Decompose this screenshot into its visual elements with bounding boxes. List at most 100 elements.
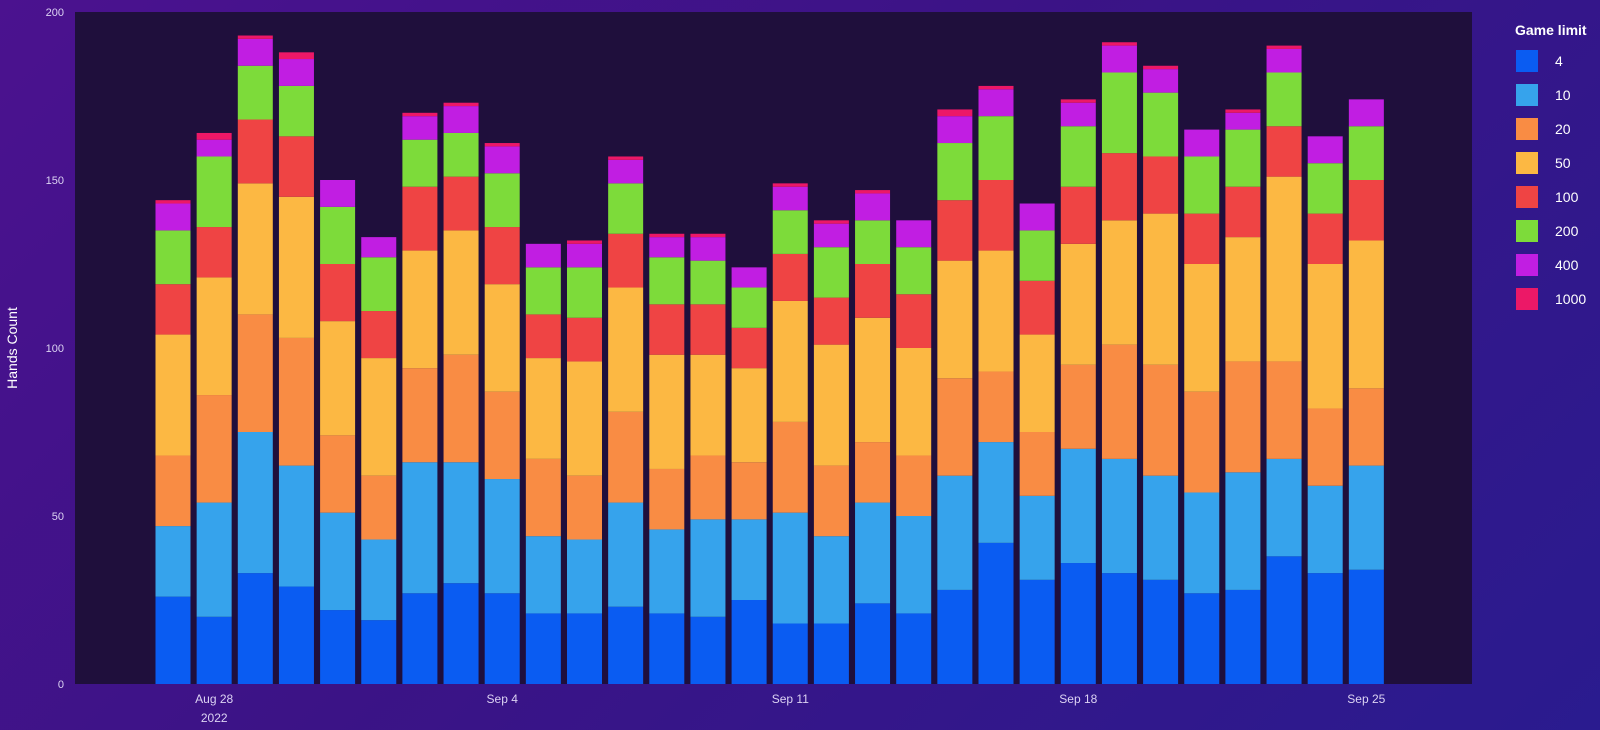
bar-segment-2-5[interactable] bbox=[237, 65, 273, 120]
bar-segment-22-4[interactable] bbox=[1060, 186, 1096, 244]
bar-segment-22-7[interactable] bbox=[1060, 99, 1096, 103]
bar-segment-23-1[interactable] bbox=[1101, 458, 1137, 574]
bar-segment-4-5[interactable] bbox=[320, 206, 356, 264]
legend-swatch[interactable] bbox=[1516, 186, 1538, 208]
bar-segment-7-2[interactable] bbox=[443, 354, 479, 463]
bar-segment-20-2[interactable] bbox=[978, 371, 1014, 443]
bar-segment-4-6[interactable] bbox=[320, 180, 356, 207]
bar-segment-12-6[interactable] bbox=[649, 237, 685, 258]
bar-segment-0-2[interactable] bbox=[155, 455, 191, 527]
bar-segment-15-1[interactable] bbox=[772, 512, 808, 624]
bar-segment-26-6[interactable] bbox=[1225, 112, 1261, 130]
bar-segment-6-5[interactable] bbox=[402, 139, 438, 187]
bar-segment-11-6[interactable] bbox=[608, 159, 644, 184]
bar-segment-6-1[interactable] bbox=[402, 462, 438, 594]
bar-segment-27-2[interactable] bbox=[1266, 361, 1302, 459]
bar-segment-13-2[interactable] bbox=[690, 455, 726, 520]
bar-segment-12-0[interactable] bbox=[649, 613, 685, 684]
bar-segment-19-3[interactable] bbox=[937, 260, 973, 379]
bar-segment-14-0[interactable] bbox=[731, 600, 767, 684]
bar-segment-4-3[interactable] bbox=[320, 321, 356, 436]
bar-segment-27-5[interactable] bbox=[1266, 72, 1302, 127]
bar-segment-14-3[interactable] bbox=[731, 368, 767, 463]
bar-segment-26-3[interactable] bbox=[1225, 237, 1261, 362]
bar-segment-1-5[interactable] bbox=[196, 156, 232, 228]
bar-segment-2-7[interactable] bbox=[237, 35, 273, 39]
bar-segment-26-4[interactable] bbox=[1225, 186, 1261, 238]
bar-segment-21-6[interactable] bbox=[1019, 203, 1055, 231]
bar-segment-13-5[interactable] bbox=[690, 260, 726, 305]
bar-segment-14-4[interactable] bbox=[731, 327, 767, 369]
bar-segment-22-5[interactable] bbox=[1060, 126, 1096, 187]
bar-segment-29-1[interactable] bbox=[1348, 465, 1384, 570]
bar-segment-24-6[interactable] bbox=[1143, 69, 1179, 93]
bar-segment-25-3[interactable] bbox=[1184, 264, 1220, 392]
bar-segment-17-4[interactable] bbox=[855, 264, 891, 318]
bar-segment-11-5[interactable] bbox=[608, 183, 644, 234]
bar-segment-27-0[interactable] bbox=[1266, 556, 1302, 684]
bar-segment-14-6[interactable] bbox=[731, 267, 767, 288]
bar-segment-4-2[interactable] bbox=[320, 435, 356, 513]
bar-segment-17-1[interactable] bbox=[855, 502, 891, 604]
bar-segment-15-6[interactable] bbox=[772, 186, 808, 211]
bar-segment-15-7[interactable] bbox=[772, 183, 808, 187]
bar-segment-23-4[interactable] bbox=[1101, 153, 1137, 221]
bar-segment-26-0[interactable] bbox=[1225, 589, 1261, 684]
bar-segment-27-7[interactable] bbox=[1266, 45, 1302, 49]
bar-segment-15-3[interactable] bbox=[772, 300, 808, 422]
bar-segment-7-7[interactable] bbox=[443, 102, 479, 107]
bar-segment-16-6[interactable] bbox=[813, 223, 849, 248]
bar-segment-8-7[interactable] bbox=[484, 143, 520, 147]
legend-label[interactable]: 100 bbox=[1555, 189, 1579, 205]
bar-segment-6-7[interactable] bbox=[402, 112, 438, 117]
bar-segment-29-4[interactable] bbox=[1348, 180, 1384, 241]
legend-swatch[interactable] bbox=[1516, 152, 1538, 174]
legend-swatch[interactable] bbox=[1516, 254, 1538, 276]
bar-segment-24-2[interactable] bbox=[1143, 364, 1179, 476]
bar-segment-9-0[interactable] bbox=[525, 613, 561, 684]
bar-segment-9-5[interactable] bbox=[525, 267, 561, 315]
bar-segment-10-6[interactable] bbox=[567, 243, 602, 268]
bar-segment-29-5[interactable] bbox=[1348, 126, 1384, 180]
bar-segment-0-1[interactable] bbox=[155, 526, 191, 597]
bar-segment-3-6[interactable] bbox=[278, 59, 314, 86]
bar-segment-19-2[interactable] bbox=[937, 378, 973, 476]
bar-segment-16-5[interactable] bbox=[813, 247, 849, 298]
bar-segment-28-4[interactable] bbox=[1307, 213, 1343, 264]
bar-segment-0-0[interactable] bbox=[155, 596, 191, 684]
bar-segment-22-1[interactable] bbox=[1060, 448, 1096, 564]
bar-segment-9-1[interactable] bbox=[525, 536, 561, 614]
bar-segment-28-5[interactable] bbox=[1307, 163, 1343, 214]
bar-segment-21-0[interactable] bbox=[1019, 579, 1055, 684]
bar-segment-12-4[interactable] bbox=[649, 304, 685, 355]
bar-segment-8-3[interactable] bbox=[484, 284, 520, 392]
bar-segment-13-3[interactable] bbox=[690, 354, 726, 456]
bar-segment-2-2[interactable] bbox=[237, 314, 273, 432]
bar-segment-2-3[interactable] bbox=[237, 183, 273, 315]
legend-label[interactable]: 50 bbox=[1555, 155, 1571, 171]
bar-segment-17-2[interactable] bbox=[855, 442, 891, 503]
bar-segment-5-0[interactable] bbox=[361, 620, 397, 684]
bar-segment-25-5[interactable] bbox=[1184, 156, 1220, 214]
bar-segment-13-7[interactable] bbox=[690, 233, 726, 238]
bar-segment-12-2[interactable] bbox=[649, 468, 685, 530]
bar-segment-19-7[interactable] bbox=[937, 109, 973, 117]
bar-segment-1-0[interactable] bbox=[196, 616, 232, 684]
bar-segment-18-2[interactable] bbox=[896, 455, 932, 516]
bar-segment-4-1[interactable] bbox=[320, 512, 356, 611]
bar-segment-7-1[interactable] bbox=[443, 462, 479, 584]
bar-segment-19-0[interactable] bbox=[937, 589, 973, 684]
bar-segment-22-2[interactable] bbox=[1060, 364, 1096, 449]
legend-label[interactable]: 400 bbox=[1555, 257, 1579, 273]
bar-segment-25-0[interactable] bbox=[1184, 593, 1220, 684]
bar-segment-16-1[interactable] bbox=[813, 536, 849, 624]
bar-segment-19-6[interactable] bbox=[937, 116, 973, 144]
bar-segment-28-3[interactable] bbox=[1307, 264, 1343, 409]
bar-segment-9-4[interactable] bbox=[525, 314, 561, 359]
bar-segment-14-2[interactable] bbox=[731, 462, 767, 520]
bar-segment-11-2[interactable] bbox=[608, 411, 644, 503]
bar-segment-24-4[interactable] bbox=[1143, 156, 1179, 214]
bar-segment-20-3[interactable] bbox=[978, 250, 1014, 372]
bar-segment-21-2[interactable] bbox=[1019, 432, 1055, 496]
bar-segment-29-6[interactable] bbox=[1348, 99, 1384, 127]
